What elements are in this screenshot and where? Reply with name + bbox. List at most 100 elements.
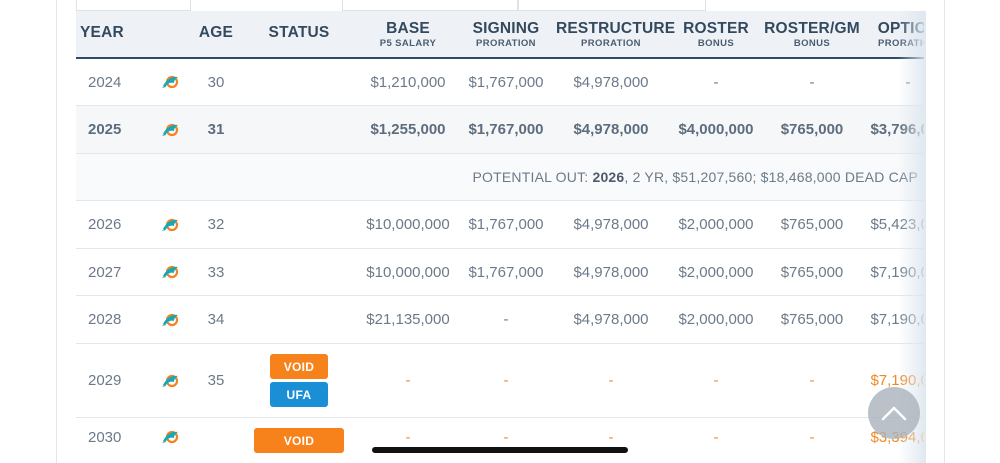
status-cell — [256, 201, 342, 248]
cell-signing: $1,767,000 — [468, 73, 544, 91]
col-header-label: AGE — [198, 24, 234, 41]
col-header-label: OPTION — [877, 20, 924, 37]
col-header-restructure[interactable]: RESTRUCTURE PRORATION — [556, 11, 676, 57]
col-header-sublabel: PRORATION — [878, 38, 924, 49]
void-badge[interactable]: VOID — [270, 354, 328, 379]
table-row: 2025 31 $1,255,000 $1,767,000 $4,978,000 $4,0… — [76, 106, 924, 154]
tab-2[interactable] — [342, 0, 518, 11]
cell-restructure: $4,978,000 — [573, 263, 649, 281]
cell-option: $7,190,000 — [870, 263, 924, 281]
col-header-base[interactable]: BASE P5 SALARY — [358, 11, 458, 57]
cell-year: 2028 — [88, 311, 122, 328]
team-cell — [151, 296, 191, 343]
cell-year: 2027 — [88, 263, 122, 281]
cell-age: 32 — [207, 216, 225, 233]
col-header-sublabel: PRORATION — [581, 38, 641, 49]
cell-roster: - — [713, 73, 719, 91]
dolphin-logo-icon[interactable] — [162, 373, 180, 389]
page-border-left — [56, 0, 57, 463]
cell-year: 2025 — [88, 121, 122, 138]
cell-base: $1,255,000 — [370, 121, 446, 138]
team-cell — [151, 249, 191, 295]
table-row: 2028 34 $21,135,000 - $4,978,000 $2,000,000 $7… — [76, 296, 924, 344]
cell-roster: - — [713, 428, 719, 446]
cell-restructure: - — [608, 428, 614, 446]
potential-out-row: POTENTIAL OUT: 2026, 2 YR, $51,207,560; … — [76, 154, 924, 201]
cell-roster-gm: - — [809, 73, 815, 91]
col-header-sublabel: BONUS — [793, 38, 831, 49]
tab-1[interactable] — [76, 0, 191, 11]
col-header-label: YEAR — [80, 24, 124, 41]
cell-signing: - — [503, 311, 509, 328]
table-row: 2026 32 $10,000,000 $1,767,000 $4,978,000 $2,… — [76, 201, 924, 249]
col-header-signing[interactable]: SIGNING PRORATION — [461, 11, 551, 57]
status-cell: VOID — [254, 418, 344, 463]
col-header-sublabel: PRORATION — [476, 38, 536, 49]
dolphin-logo-icon[interactable] — [162, 122, 180, 138]
cell-year: 2030 — [88, 428, 122, 446]
col-header-sublabel: P5 SALARY — [379, 38, 437, 49]
col-header-option[interactable]: OPTION PRORATION — [868, 11, 924, 57]
dolphin-logo-icon[interactable] — [162, 74, 180, 90]
cell-signing: $1,767,000 — [468, 121, 544, 138]
cell-signing: $1,767,000 — [468, 216, 544, 233]
cell-restructure: $4,978,000 — [573, 73, 649, 91]
cell-base: $21,135,000 — [366, 311, 450, 328]
cell-age: 33 — [207, 263, 225, 281]
dolphin-logo-icon[interactable] — [162, 312, 180, 328]
col-header-status[interactable]: STATUS — [256, 11, 342, 57]
dolphin-logo-icon[interactable] — [162, 264, 180, 280]
cell-roster: $2,000,000 — [678, 311, 754, 328]
col-header-age[interactable]: AGE — [181, 11, 251, 57]
col-header-label: ROSTER/GM — [764, 20, 860, 37]
page-border-right — [944, 0, 945, 463]
potential-out-text: POTENTIAL OUT: 2026, 2 YR, $51,207,560; … — [473, 154, 919, 200]
cell-signing: - — [503, 428, 509, 446]
home-indicator[interactable] — [372, 447, 628, 453]
cell-restructure: - — [608, 372, 614, 389]
col-header-label: RESTRUCTURE — [556, 20, 676, 37]
col-header-label: BASE — [386, 20, 430, 37]
table-row: 2024 30 $1,210,000 $1,767,000 $4,978,000 - - - — [76, 59, 924, 106]
cell-signing: $1,767,000 — [468, 263, 544, 281]
status-cell — [256, 106, 342, 153]
contract-table: YEAR AGE STATUS BASE P5 SALARY SIGNING P… — [76, 11, 924, 463]
cell-year: 2029 — [88, 372, 122, 389]
potential-out-label: POTENTIAL OUT: — [472, 169, 589, 185]
col-header-roster[interactable]: ROSTER BONUS — [671, 11, 761, 57]
col-header-roster-gm[interactable]: ROSTER/GM BONUS — [762, 11, 862, 57]
cell-base: - — [405, 428, 411, 446]
ufa-badge[interactable]: UFA — [270, 382, 328, 407]
cell-base: $10,000,000 — [366, 216, 450, 233]
team-cell — [151, 344, 191, 417]
cell-restructure: $4,978,000 — [573, 121, 649, 138]
cell-restructure: $4,978,000 — [573, 216, 649, 233]
void-badge[interactable]: VOID — [254, 428, 344, 453]
team-cell — [151, 59, 191, 105]
potential-out-details: , 2 YR, $51,207,560; $18,468,000 DEAD CA… — [624, 169, 918, 185]
cell-roster-gm: $765,000 — [780, 311, 844, 328]
cell-roster: $2,000,000 — [678, 263, 754, 281]
scroll-to-top-button[interactable] — [868, 387, 920, 439]
cell-roster: $2,000,000 — [678, 216, 754, 233]
tab-3[interactable] — [518, 0, 706, 11]
cell-restructure: $4,978,000 — [573, 311, 649, 328]
cell-age — [196, 418, 236, 456]
cell-year: 2024 — [88, 73, 122, 91]
cell-roster-gm: $765,000 — [780, 121, 844, 138]
chevron-up-icon — [881, 406, 907, 421]
dolphin-logo-icon[interactable] — [162, 217, 180, 233]
dolphin-logo-icon[interactable] — [162, 429, 180, 445]
cell-age: 31 — [207, 121, 225, 138]
tab-strip — [76, 0, 924, 11]
cell-age: 34 — [207, 311, 225, 328]
col-header-year[interactable]: YEAR — [80, 11, 124, 57]
cell-roster: - — [713, 372, 719, 389]
table-header: YEAR AGE STATUS BASE P5 SALARY SIGNING P… — [76, 11, 924, 59]
potential-out-year: 2026 — [592, 169, 625, 185]
cell-option: $3,796,000 — [870, 121, 924, 138]
col-header-label: SIGNING — [472, 20, 540, 37]
status-cell — [256, 59, 342, 105]
cell-year: 2026 — [88, 216, 122, 233]
